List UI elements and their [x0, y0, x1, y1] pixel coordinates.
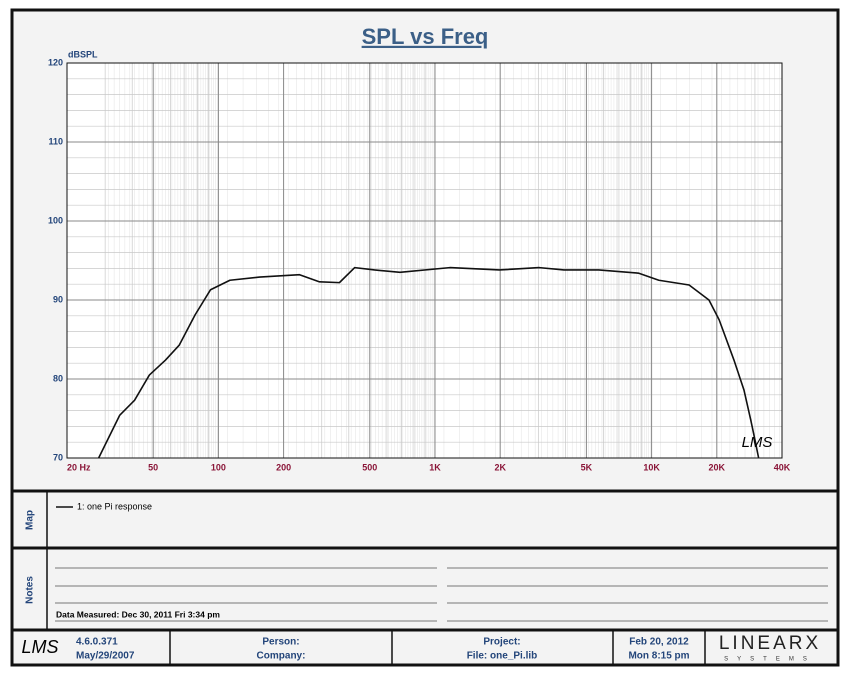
time: Mon 8:15 pm [628, 651, 689, 662]
y-tick-label: 90 [53, 294, 63, 304]
y-tick-label: 70 [53, 452, 63, 462]
x-tick-label: 50 [148, 462, 158, 472]
y-tick-label: 110 [48, 136, 63, 146]
x-tick-label: 20 Hz [67, 462, 91, 472]
x-tick-label: 20K [709, 462, 726, 472]
version: 4.6.0.371 [76, 637, 118, 648]
logo: LMS [21, 637, 58, 657]
x-tick-label: 2K [494, 462, 506, 472]
brand-sub: SYSTEMS [724, 657, 816, 663]
plot-border [66, 62, 783, 459]
x-tick-label: 1K [429, 462, 441, 472]
date: Feb 20, 2012 [629, 637, 689, 648]
x-tick-label: 5K [581, 462, 593, 472]
company: Company: [257, 651, 306, 662]
series-line [97, 266, 760, 459]
plot [97, 266, 760, 459]
project: Project: [483, 637, 520, 648]
y-tick-label: 100 [48, 215, 63, 225]
chart-title: SPL vs Freq [362, 24, 489, 49]
watermark: LMS [742, 434, 773, 451]
section-label: Map [25, 510, 36, 530]
version-date: May/29/2007 [76, 651, 135, 662]
y-tick-label: 120 [48, 57, 63, 67]
note-lines [55, 567, 828, 622]
y-tick-label: 80 [53, 373, 63, 383]
person: Person: [262, 637, 299, 648]
x-tick-label: 40K [774, 462, 791, 472]
file: File: one_Pi.lib [467, 651, 538, 662]
x-tick-label: 500 [362, 462, 377, 472]
x-tick-label: 100 [211, 462, 226, 472]
legend-label: 1: one Pi response [77, 501, 152, 511]
x-tick-label: 200 [276, 462, 291, 472]
grid [66, 62, 783, 459]
y-axis-label: dBSPL [68, 49, 98, 59]
measured-date: Data Measured: Dec 30, 2011 Fri 3:34 pm [56, 609, 220, 619]
footer-dividers [169, 630, 706, 665]
x-tick-label: 10K [643, 462, 660, 472]
brand: LINEARX [719, 633, 821, 654]
plot-area [67, 63, 782, 458]
section-label: Notes [25, 576, 36, 604]
